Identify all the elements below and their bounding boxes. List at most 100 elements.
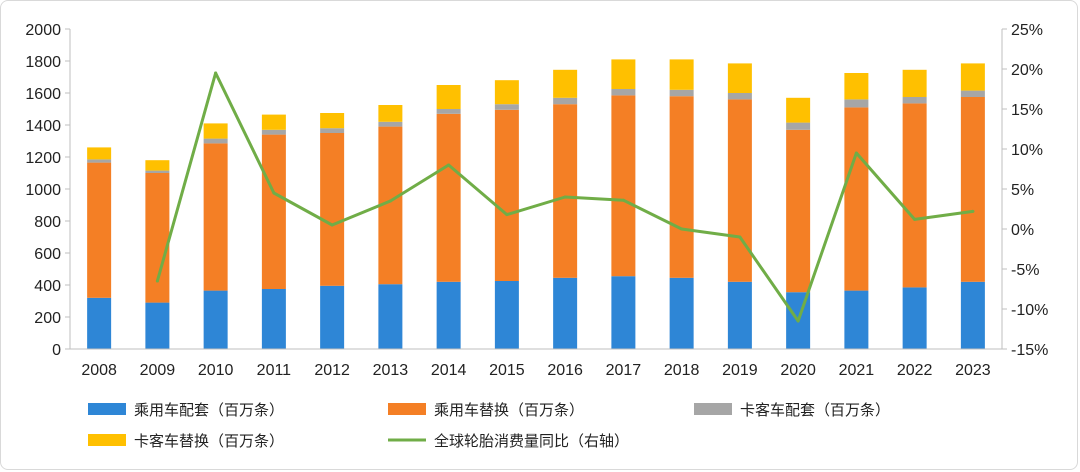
x-tick-label: 2014	[431, 362, 467, 379]
bar-2015-series-2	[494, 109, 519, 281]
y-left-tick-label: 1000	[25, 182, 61, 199]
bar-2009-series-2	[145, 173, 170, 303]
bar-2020-series-3	[786, 122, 811, 130]
y-left-tick-label: 400	[34, 278, 61, 295]
bar-2010-series-1	[203, 290, 228, 349]
bar-2019-series-1	[727, 281, 752, 349]
x-tick-label: 2008	[81, 362, 117, 379]
bar-2016-series-1	[553, 277, 578, 349]
bar-2022-series-1	[902, 287, 927, 349]
legend-label: 乘用车配套（百万条）	[134, 401, 284, 419]
bar-2019-series-3	[727, 93, 752, 100]
line-point	[388, 199, 392, 203]
bar-2011-series-1	[261, 289, 286, 349]
x-tick-label: 2023	[955, 362, 991, 379]
bar-2008-series-3	[87, 159, 112, 163]
legend-color-swatch	[88, 403, 126, 415]
bar-2015-series-3	[494, 104, 519, 110]
line-point	[854, 151, 858, 155]
bar-2011-series-4	[261, 114, 286, 130]
legend-label: 乘用车替换（百万条）	[434, 401, 584, 419]
bar-2022-series-4	[902, 69, 927, 97]
legend-label: 卡客车替换（百万条）	[134, 432, 284, 450]
bar-2017-series-2	[611, 95, 636, 277]
x-tick-label: 2013	[373, 362, 409, 379]
bar-2010-series-4	[203, 123, 228, 139]
bar-2015-series-4	[494, 80, 519, 105]
x-tick-label: 2015	[489, 362, 525, 379]
bar-2010-series-3	[203, 138, 228, 144]
y-left-tick-label: 1600	[25, 86, 61, 103]
bar-2021-series-2	[844, 107, 869, 291]
line-point	[680, 227, 684, 231]
bar-2009-series-1	[145, 302, 170, 349]
line-point	[214, 71, 218, 75]
legend-label: 卡客车配套（百万条）	[740, 401, 890, 419]
y-left-tick-label: 0	[52, 342, 61, 359]
y-left-tick-label: 1200	[25, 150, 61, 167]
legend-color-swatch	[388, 403, 426, 415]
bar-2014-series-2	[436, 113, 461, 282]
bar-2014-series-3	[436, 109, 461, 114]
line-point	[155, 279, 159, 283]
bar-2009-series-4	[145, 160, 170, 171]
y-left-tick-label: 1800	[25, 54, 61, 71]
y-right-tick-label: 5%	[1011, 182, 1034, 199]
bar-2017-series-3	[611, 89, 636, 96]
legend-label: 全球轮胎消费量同比（右轴）	[434, 432, 629, 450]
x-tick-label: 2012	[314, 362, 350, 379]
x-tick-label: 2020	[780, 362, 816, 379]
y-right-tick-label: 0%	[1011, 222, 1034, 239]
bar-2011-series-2	[261, 134, 286, 289]
line-point	[796, 319, 800, 323]
y-right-tick-label: 15%	[1011, 102, 1043, 119]
x-tick-label: 2019	[722, 362, 758, 379]
x-tick-label: 2009	[140, 362, 176, 379]
bar-2023-series-4	[960, 63, 985, 91]
bar-2016-series-3	[553, 97, 578, 105]
line-point	[971, 209, 975, 213]
line-point	[505, 213, 509, 217]
y-right-tick-label: 10%	[1011, 142, 1043, 159]
bar-2016-series-4	[553, 69, 578, 98]
bar-2008-series-1	[87, 297, 112, 349]
line-point	[738, 235, 742, 239]
legend-color-swatch	[694, 403, 732, 415]
y-right-tick-label: -10%	[1011, 302, 1048, 319]
bar-2022-series-3	[902, 97, 927, 104]
y-right-tick-label: 20%	[1011, 62, 1043, 79]
y-left-tick-label: 600	[34, 246, 61, 263]
bar-2012-series-1	[320, 285, 345, 349]
bar-2013-series-1	[378, 284, 403, 349]
line-point	[330, 223, 334, 227]
y-left-tick-label: 2000	[25, 22, 61, 39]
bar-2015-series-1	[494, 281, 519, 349]
bar-2023-series-2	[960, 97, 985, 282]
line-point	[563, 195, 567, 199]
bar-2008-series-4	[87, 147, 112, 160]
bar-2017-series-4	[611, 59, 636, 89]
bar-2018-series-1	[669, 277, 694, 349]
x-tick-label: 2011	[257, 362, 292, 379]
bar-2019-series-2	[727, 99, 752, 282]
bar-2021-series-1	[844, 290, 869, 349]
line-point	[913, 217, 917, 221]
y-right-tick-label: -5%	[1011, 262, 1039, 279]
bar-2020-series-4	[786, 97, 811, 123]
bar-2019-series-4	[727, 63, 752, 93]
x-tick-label: 2022	[897, 362, 933, 379]
line-point	[272, 191, 276, 195]
bar-2012-series-3	[320, 128, 345, 133]
bar-2013-series-3	[378, 121, 403, 127]
bar-2022-series-2	[902, 103, 927, 288]
y-right-tick-label: 25%	[1011, 22, 1043, 39]
y-left-tick-label: 1400	[25, 118, 61, 135]
x-tick-label: 2021	[839, 362, 875, 379]
bar-2021-series-4	[844, 73, 869, 100]
bar-2018-series-2	[669, 96, 694, 278]
bar-2023-series-3	[960, 90, 985, 97]
bar-2010-series-2	[203, 143, 228, 291]
bar-2018-series-4	[669, 59, 694, 90]
